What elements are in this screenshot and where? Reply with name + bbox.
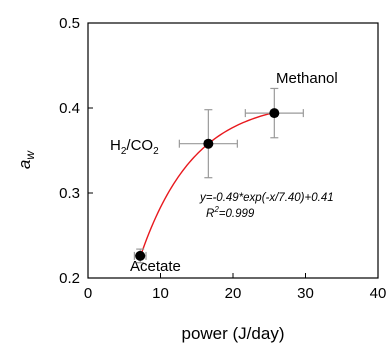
label-acetate: Acetate (130, 258, 181, 275)
y-axis-label-sub: w (23, 150, 37, 160)
fit-equation: y=-0.49*exp(-x/7.40)+0.41 (199, 192, 334, 204)
x-tick-label: 10 (152, 285, 169, 302)
y-tick-label: 0.4 (59, 100, 80, 117)
fit-curve (139, 111, 275, 258)
y-tick-label: 0.2 (59, 270, 80, 287)
y-tick-label: 0.5 (59, 15, 80, 32)
y-axis-ticks: 0.2 0.3 0.4 0.5 (59, 15, 93, 287)
label-h2co2: H2/CO2 (110, 137, 159, 157)
data-point (135, 250, 146, 261)
x-tick-label: 20 (225, 285, 242, 302)
data-point (269, 108, 280, 119)
x-tick-label: 0 (84, 285, 92, 302)
label-methanol: Methanol (276, 70, 338, 87)
y-axis-label: aw (15, 150, 37, 169)
x-axis-ticks: 0 10 20 30 40 (84, 273, 387, 302)
data-points (135, 108, 280, 261)
fit-r-squared: R2=0.999 (206, 205, 255, 220)
x-tick-label: 30 (297, 285, 314, 302)
y-axis-label-main: a (15, 160, 34, 169)
y-tick-label: 0.3 (59, 185, 80, 202)
x-axis-label: power (J/day) (182, 324, 285, 343)
svg-text:aw: aw (15, 150, 37, 169)
x-tick-label: 40 (370, 285, 387, 302)
data-point (203, 138, 214, 149)
